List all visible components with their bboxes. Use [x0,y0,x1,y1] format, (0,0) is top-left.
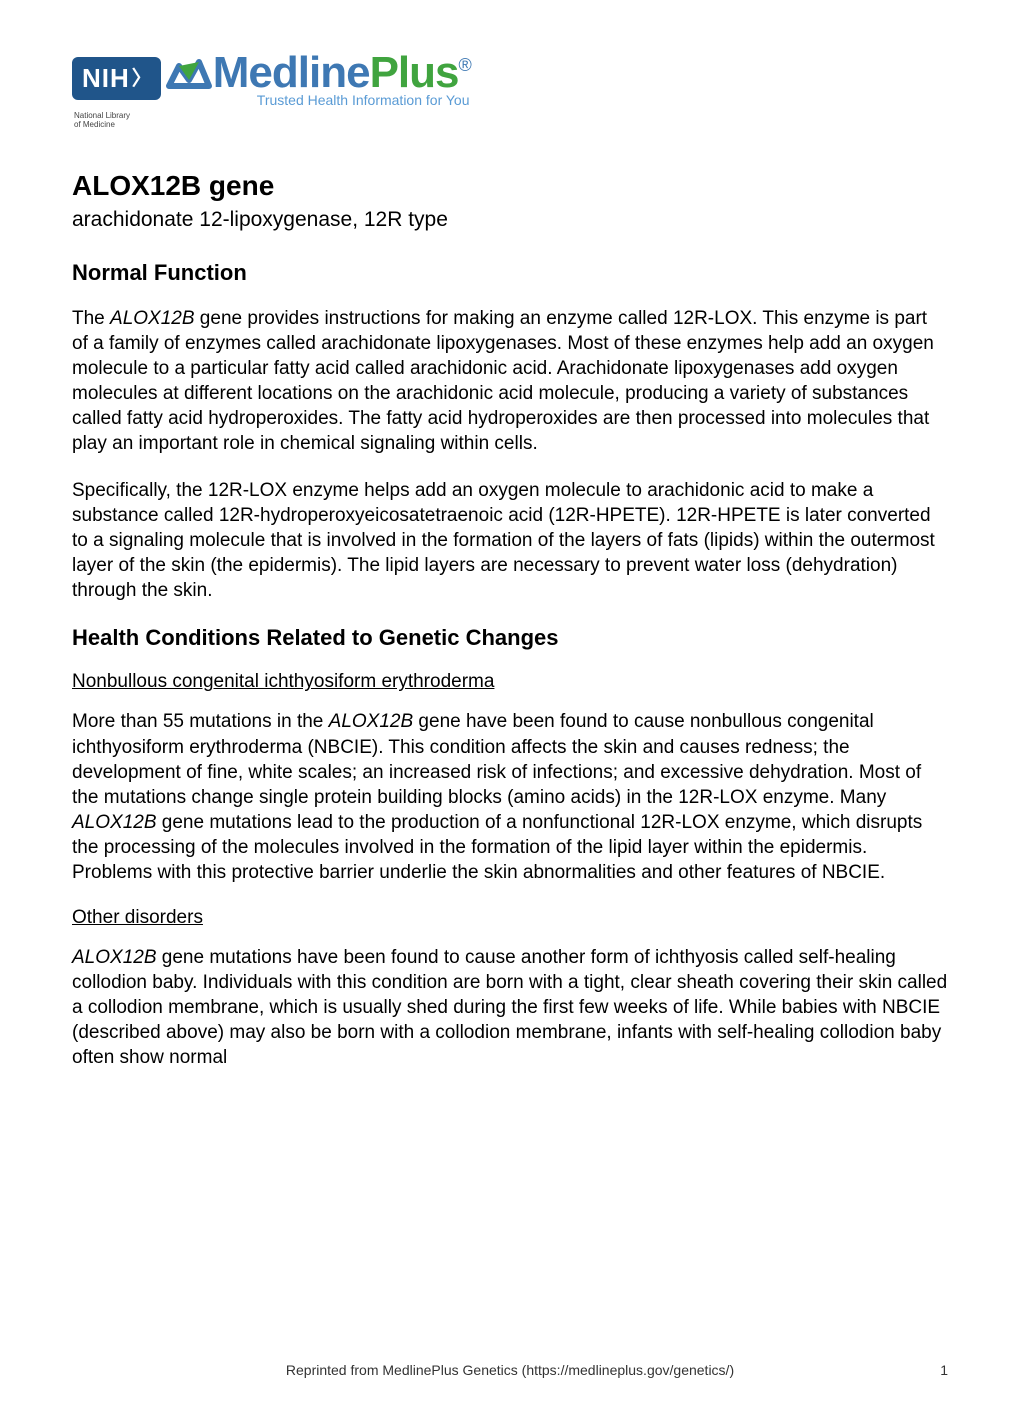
text-fragment: The [72,308,110,329]
gene-name-italic: ALOX12B [110,308,195,329]
medlineplus-wordmark: MedlinePlus® Trusted Health Information … [213,48,472,108]
page-number: 1 [940,1362,948,1378]
nlm-label: National Library of Medicine [74,112,134,130]
nih-badge: NIH〉 [72,57,161,100]
brand-tagline: Trusted Health Information for You [257,92,472,108]
condition-link-nbcie[interactable]: Nonbullous congenital ichthyosiform eryt… [72,671,948,693]
brand-plus: Plus [370,48,459,98]
logo-block: NIH〉 MedlinePlus® Trusted Health Informa… [72,48,948,108]
condition-link-other-disorders[interactable]: Other disorders [72,907,948,929]
normal-function-p1: The ALOX12B gene provides instructions f… [72,306,948,456]
gene-name-italic: ALOX12B [72,947,157,968]
nih-text: NIH [82,63,130,93]
normal-function-p2: Specifically, the 12R-LOX enzyme helps a… [72,478,948,603]
nbcie-paragraph: More than 55 mutations in the ALOX12B ge… [72,709,948,885]
gene-title: ALOX12B gene [72,170,948,202]
gene-name-italic: ALOX12B [72,812,157,833]
gene-subtitle: arachidonate 12-lipoxygenase, 12R type [72,208,948,232]
gene-name-italic: ALOX12B [329,711,414,732]
section-heading-normal-function: Normal Function [72,260,948,286]
text-fragment: gene mutations lead to the production of… [72,812,922,883]
text-fragment: gene provides instructions for making an… [72,308,934,454]
footer-source: Reprinted from MedlinePlus Genetics (htt… [0,1362,1020,1378]
text-fragment: More than 55 mutations in the [72,711,329,732]
section-heading-health-conditions: Health Conditions Related to Genetic Cha… [72,625,948,651]
brand-medline: Medline [213,48,370,98]
brand-registered: ® [459,55,472,76]
nih-mark: NIH〉 [72,57,161,100]
other-disorders-paragraph: ALOX12B gene mutations have been found t… [72,945,948,1070]
medlineplus-icon [165,56,213,100]
text-fragment: gene mutations have been found to cause … [72,947,947,1068]
